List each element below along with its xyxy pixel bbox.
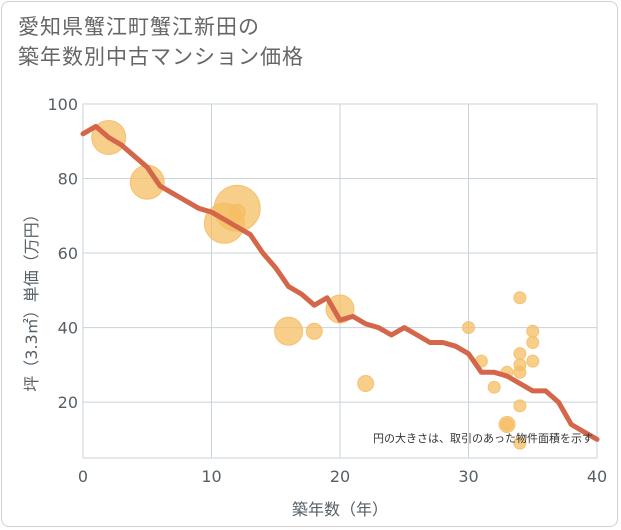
chart-title-line-2: 築年数別中古マンション価格 (18, 45, 304, 69)
data-bubble (513, 347, 527, 361)
data-bubble (513, 436, 527, 450)
data-bubble (500, 417, 514, 431)
x-tick-label: 40 (587, 467, 607, 486)
trend-line-series (80, 123, 600, 442)
data-bubble (305, 322, 323, 340)
x-tick-label: 10 (201, 467, 221, 486)
grid (82, 103, 598, 459)
data-bubble (526, 335, 540, 349)
data-bubble (274, 316, 304, 346)
x-tick-label: 0 (78, 467, 88, 486)
y-tick-label: 100 (47, 95, 78, 114)
x-tick-label: 20 (330, 467, 350, 486)
data-bubble (462, 321, 475, 335)
bubble-series (91, 120, 540, 450)
y-tick-label: 60 (58, 244, 78, 263)
data-bubble (526, 324, 540, 338)
axis-ticks: 0 10 20 30 40 20 40 60 80 100 (47, 95, 607, 486)
data-bubble (228, 203, 246, 221)
data-bubble (526, 354, 540, 368)
y-tick-label: 20 (58, 393, 78, 412)
x-tick-label: 30 (458, 467, 478, 486)
x-axis-label: 築年数（年） (292, 500, 388, 519)
data-bubble (513, 291, 527, 305)
chart-title: 愛知県蟹江町蟹江新田の 築年数別中古マンション価格 (18, 12, 304, 72)
chart-title-line-1: 愛知県蟹江町蟹江新田の (18, 15, 260, 39)
size-note: 円の大きさは、取引のあった物件面積を示す (373, 431, 593, 445)
y-tick-label: 40 (58, 319, 78, 338)
trend-line (80, 123, 600, 442)
data-bubble (513, 399, 527, 413)
y-axis-label: 坪（3.3㎡）単価（万円） (22, 206, 41, 391)
data-bubble (513, 365, 527, 379)
data-bubble (357, 374, 375, 392)
y-tick-label: 80 (58, 170, 78, 189)
data-bubble (487, 380, 501, 394)
